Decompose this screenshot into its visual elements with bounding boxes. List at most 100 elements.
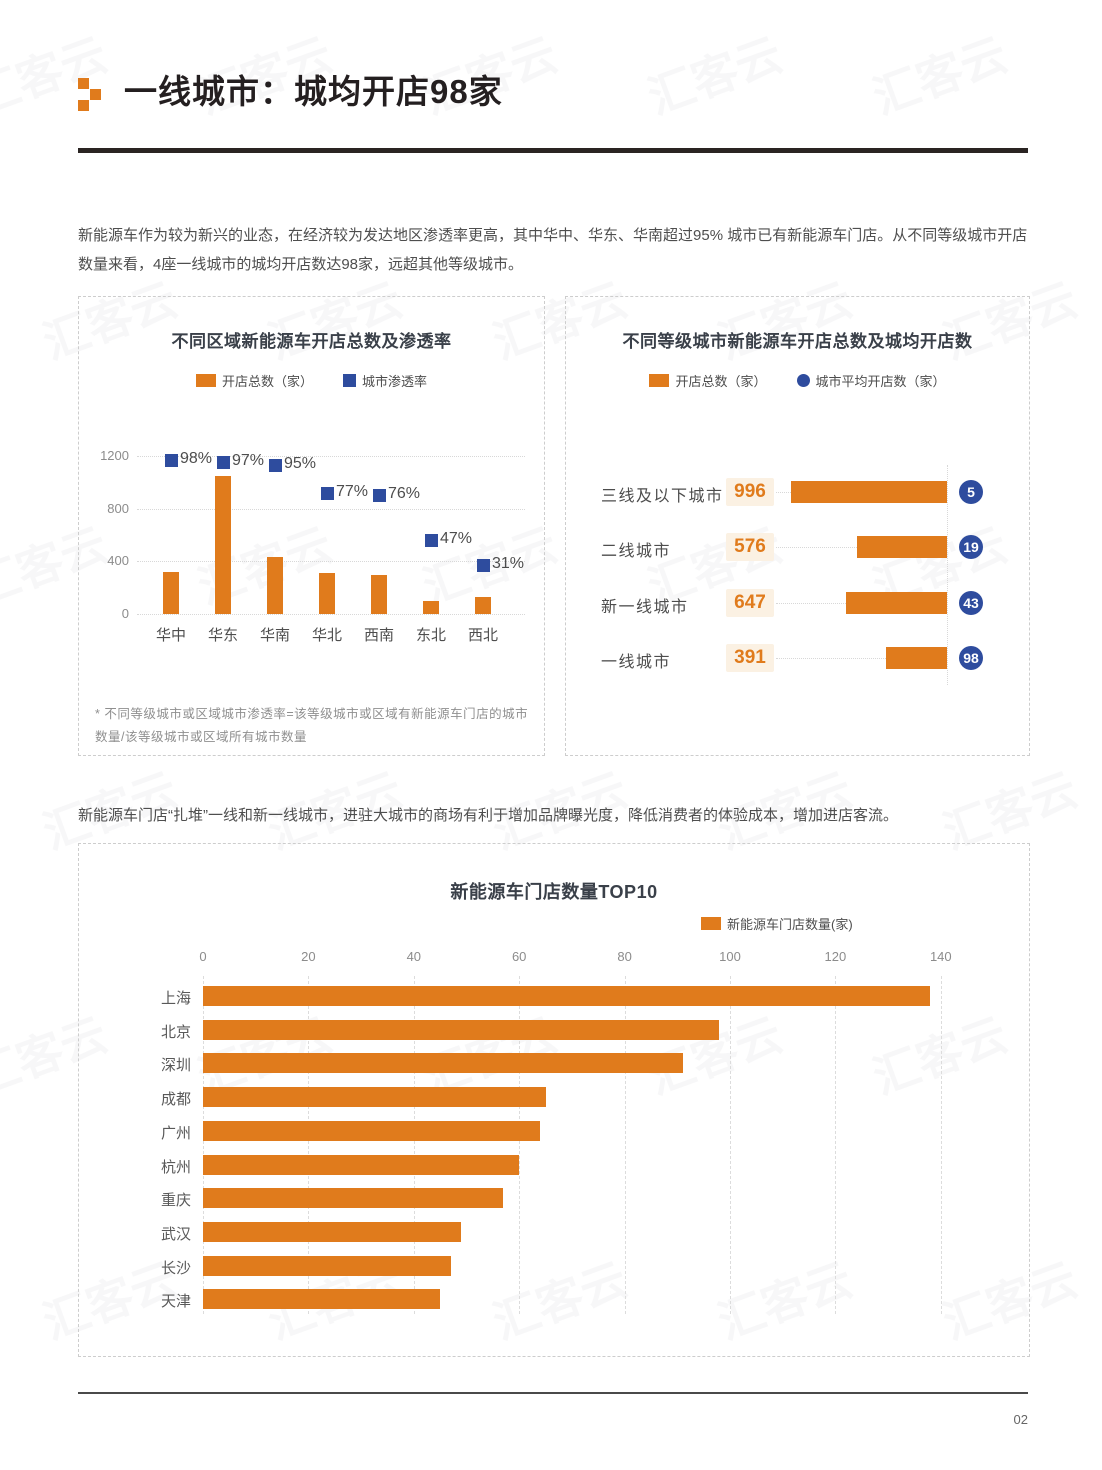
top10-cat-label-9: 天津 <box>160 1293 191 1311</box>
tier-chart-canvas: 三线及以下城市 996 5 二线城市 576 19 新一线城市 647 43 一线城市 391 98 <box>566 297 1029 755</box>
tier-bar-3 <box>885 646 947 669</box>
region-pct-marker-3 <box>321 487 334 501</box>
region-pct-marker-4 <box>373 488 386 502</box>
top10-gridline-40 <box>413 976 415 1314</box>
top10-cat-label-5: 杭州 <box>160 1158 191 1176</box>
top10-bar-1 <box>203 1019 720 1040</box>
region-legend-item-1: 城市渗透率 <box>343 371 427 390</box>
top10-gridline-120 <box>835 976 837 1314</box>
top10-gridline-140 <box>940 976 942 1314</box>
top10-bar-8 <box>203 1255 451 1276</box>
tier-chart-title: 不同等级城市新能源车开店总数及城均开店数 <box>622 332 973 351</box>
top10-cat-label-7: 武汉 <box>160 1225 191 1243</box>
top10-chart-panel: 新能源车门店数量TOP10 新能源车门店数量(家) 0 20 40 60 80 100 12… <box>78 843 1030 1357</box>
tier-legend-item-1: 城市平均开店数（家） <box>796 371 946 390</box>
heading-divider <box>78 148 1028 153</box>
top10-chart-legend: 新能源车门店数量(家) <box>701 914 853 933</box>
tier-leader-2 <box>776 602 846 604</box>
tier-axis-line <box>947 465 948 685</box>
tier-legend-swatch-1 <box>796 374 810 387</box>
region-cat-label-0: 华中 <box>155 627 186 644</box>
tier-leader-3 <box>776 657 886 659</box>
tier-leader-0 <box>776 492 792 493</box>
region-pct-marker-0 <box>165 454 178 468</box>
region-bar-5 <box>423 600 439 614</box>
region-pct-label-4: 76% <box>388 484 421 502</box>
region-bar-3 <box>319 573 335 614</box>
region-bar-4 <box>371 575 387 614</box>
top10-chart-title: 新能源车门店数量TOP10 <box>450 882 658 902</box>
region-pct-marker-1 <box>217 455 230 469</box>
top10-bar-2 <box>203 1053 683 1074</box>
tier-avg-circle-1: 19 <box>959 535 983 560</box>
region-bar-6 <box>475 596 491 614</box>
pixel-square-2 <box>90 89 101 100</box>
region-ytick-800: 800 <box>107 500 129 516</box>
top10-xtick-60: 60 <box>511 949 527 964</box>
tier-bar-2 <box>845 591 947 614</box>
region-ytick-400: 400 <box>107 553 129 569</box>
region-pct-label-1: 97% <box>232 451 265 469</box>
tier-row-label-3: 一线城市 <box>601 653 672 671</box>
pixel-square-1 <box>78 78 89 89</box>
tier-value-chip-0: 996 <box>726 478 774 506</box>
region-pct-label-6: 31% <box>492 555 525 573</box>
top10-cat-label-3: 成都 <box>160 1091 191 1109</box>
region-chart-panel: 不同区域新能源车开店总数及渗透率 开店总数（家） 城市渗透率 0 400 800 120… <box>78 296 545 756</box>
top10-xtick-0: 0 <box>199 949 207 964</box>
tier-avg-circle-0: 5 <box>959 480 983 504</box>
top10-bar-5 <box>203 1154 520 1175</box>
region-gridline-1200 <box>137 456 525 458</box>
region-chart-title: 不同区域新能源车开店总数及渗透率 <box>171 332 452 351</box>
region-chart-footnote: * 不同等级城市或区域城市渗透率=该等级城市或区域有新能源车门店的城市数量/该等… <box>95 706 529 744</box>
top10-legend-label-0: 新能源车门店数量(家) <box>727 917 853 932</box>
heading-pixel-icon <box>78 78 102 112</box>
mid-paragraph: 新能源车门店“扎堆”一线和新一线城市，进驻大城市的商场有利于增加品牌曝光度，降低… <box>78 807 898 824</box>
region-cat-label-2: 华南 <box>259 627 290 644</box>
watermark-text: 汇客云 <box>641 27 789 124</box>
region-cat-label-1: 华东 <box>207 627 238 644</box>
tier-legend-item-0: 开店总数（家） <box>649 371 767 390</box>
top10-gridline-0 <box>203 976 204 1314</box>
region-bar-0 <box>163 571 179 614</box>
top10-gridline-20 <box>308 976 310 1314</box>
top10-gridline-100 <box>730 976 731 1314</box>
tier-legend-label-0: 开店总数（家） <box>675 374 767 389</box>
region-legend-label-0: 开店总数（家） <box>221 374 313 389</box>
top10-xtick-100: 100 <box>719 949 741 964</box>
tier-value-chip-1: 576 <box>726 533 774 562</box>
region-chart-legend: 开店总数（家） 城市渗透率 <box>79 371 544 390</box>
footer-divider <box>78 1392 1028 1394</box>
region-gridline-0 <box>137 614 525 615</box>
region-ytick-0: 0 <box>121 606 129 621</box>
region-gridline-400 <box>137 561 525 563</box>
top10-chart-canvas: 0 20 40 60 80 100 120 140 上海 北京 深圳 成都 广州 杭州 重庆 武汉 长沙 天津 <box>79 844 1029 1356</box>
watermark-text: 汇客云 <box>866 27 1014 124</box>
region-legend-swatch-1 <box>343 374 356 387</box>
top10-bar-7 <box>203 1221 462 1242</box>
intro-paragraph: 新能源车作为较为新兴的业态，在经济较为发达地区渗透率更高，其中华中、华东、华南超… <box>78 227 1028 273</box>
top10-cat-label-0: 上海 <box>160 990 191 1007</box>
top10-cat-label-8: 长沙 <box>160 1259 191 1277</box>
region-pct-label-2: 95% <box>284 454 317 472</box>
tier-chart-legend: 开店总数（家） 城市平均开店数（家） <box>566 371 1029 390</box>
top10-xtick-80: 80 <box>617 949 632 964</box>
top10-bar-3 <box>203 1087 546 1108</box>
page-header: 一线城市：城均开店98家 <box>78 72 503 112</box>
tier-legend-swatch-0 <box>649 374 670 387</box>
page-title: 一线城市：城均开店98家 <box>124 73 503 110</box>
region-pct-marker-6 <box>477 559 490 573</box>
tier-leader-1 <box>776 547 857 549</box>
tier-avg-circle-3: 98 <box>959 645 983 670</box>
region-chart-canvas: 0 400 800 1200 98% 华中 97% 华东 95% 华南 77% 华北 76% 西南 47% 东… <box>79 297 544 755</box>
tier-legend-label-1: 城市平均开店数（家） <box>815 374 946 389</box>
tier-chart-panel: 不同等级城市新能源车开店总数及城均开店数 开店总数（家） 城市平均开店数（家） 三… <box>565 296 1030 756</box>
pixel-square-3 <box>78 100 89 111</box>
region-pct-label-0: 98% <box>180 450 213 468</box>
top10-bar-0 <box>203 986 931 1006</box>
tier-avg-circle-2: 43 <box>959 590 983 615</box>
region-bar-1 <box>215 475 231 614</box>
top10-xtick-40: 40 <box>406 949 422 964</box>
region-legend-label-1: 城市渗透率 <box>362 374 428 389</box>
